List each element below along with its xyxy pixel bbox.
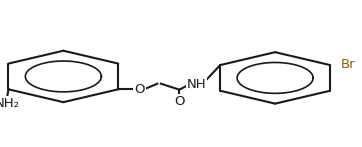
Text: O: O xyxy=(174,95,184,108)
Text: NH: NH xyxy=(186,78,206,91)
Text: O: O xyxy=(134,83,144,96)
Text: NH₂: NH₂ xyxy=(0,97,20,110)
Text: Br: Br xyxy=(341,58,355,71)
